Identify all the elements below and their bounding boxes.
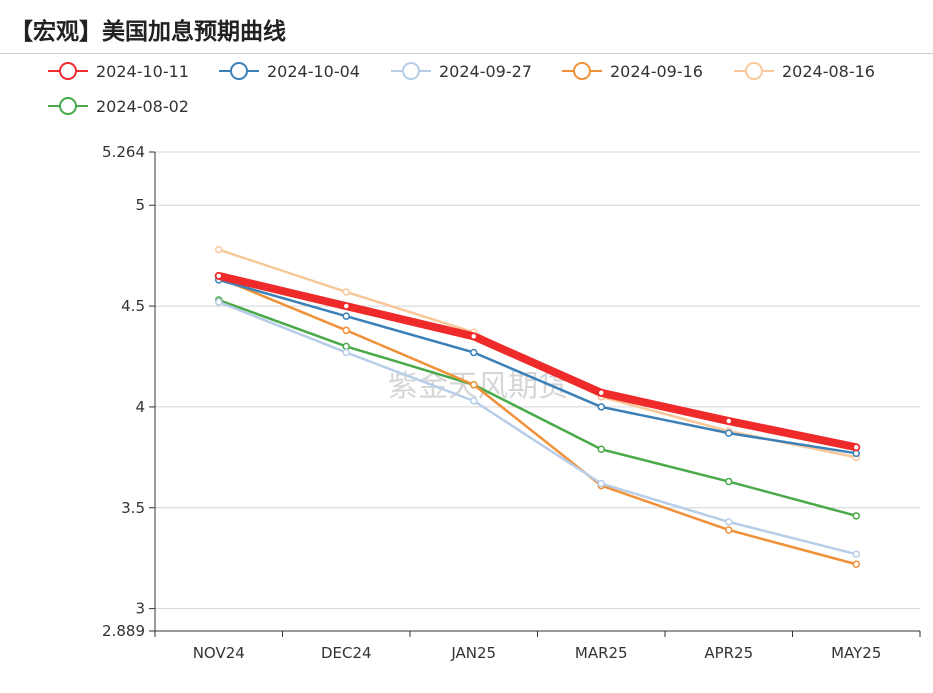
data-point [597, 403, 605, 411]
series-line [217, 278, 858, 455]
legend-item[interactable]: 2024-10-04 [219, 62, 360, 81]
y-tick-label: 4.5 [121, 297, 145, 315]
legend-item[interactable]: 2024-08-02 [48, 97, 189, 116]
data-point [725, 526, 733, 534]
data-point [342, 348, 350, 357]
y-tick-label: 3.5 [121, 499, 145, 517]
data-point [470, 380, 478, 389]
legend-item[interactable]: 2024-09-27 [391, 62, 532, 81]
data-point [215, 272, 223, 280]
series-2024-08-02 [215, 296, 860, 520]
legend-marker-icon [59, 97, 77, 115]
legend-marker-icon [573, 62, 591, 80]
legend-label: 2024-09-16 [610, 62, 703, 81]
series-line [214, 271, 861, 452]
x-tick-label: NOV24 [193, 644, 245, 662]
legend-marker-icon [59, 62, 77, 80]
data-point [342, 342, 350, 351]
y-tick-label: 4 [135, 398, 145, 416]
x-tick-label: MAR25 [575, 644, 628, 662]
y-tick-label: 5 [135, 196, 145, 214]
x-tick-label: DEC24 [321, 644, 372, 662]
legend[interactable]: 2024-10-11 2024-10-04 2024-09-27 2024-09-16… [48, 62, 875, 116]
data-point [852, 443, 860, 452]
legend-item[interactable]: 2024-09-16 [562, 62, 703, 81]
series-2024-09-27 [215, 298, 860, 558]
data-point [852, 512, 860, 520]
axes: 2.889 3 3.5 4 4.5 5 5.264 NOV24 DEC24 JAN25 MAR25 A… [102, 143, 921, 662]
data-point [597, 389, 605, 397]
data-point [470, 332, 478, 341]
page-title: 【宏观】美国加息预期曲线 [10, 19, 286, 45]
x-tick-label: JAN25 [450, 644, 496, 662]
data-point [725, 518, 733, 526]
data-point [215, 298, 223, 306]
series-line [217, 300, 858, 556]
grid-lines [155, 151, 920, 610]
data-point [597, 445, 605, 454]
data-point [725, 417, 733, 425]
data-point [342, 326, 350, 335]
legend-label: 2024-08-02 [96, 97, 189, 116]
series-2024-10-11 [214, 271, 861, 452]
x-tick-label: MAY25 [831, 644, 881, 662]
series-line [217, 298, 858, 518]
x-tick-label: APR25 [704, 644, 753, 662]
legend-label: 2024-09-27 [439, 62, 532, 81]
legend-marker-icon [745, 62, 763, 80]
data-point [725, 429, 733, 437]
legend-marker-icon [402, 62, 420, 80]
title-divider [0, 53, 933, 54]
data-point [215, 245, 223, 254]
legend-item[interactable]: 2024-10-11 [48, 62, 189, 81]
data-point [852, 560, 860, 568]
legend-label: 2024-10-11 [96, 62, 189, 81]
data-point [342, 312, 350, 320]
data-point [342, 302, 350, 310]
legend-label: 2024-08-16 [782, 62, 875, 81]
data-point [342, 288, 350, 296]
data-point [470, 348, 478, 357]
legend-marker-icon [230, 62, 248, 80]
data-point [725, 477, 733, 486]
y-tick-label: 2.889 [102, 622, 145, 640]
data-point [470, 397, 478, 405]
data-point [852, 550, 860, 558]
series-line [217, 276, 858, 566]
y-tick-label: 5.264 [102, 143, 145, 161]
series-lines [214, 245, 861, 568]
y-tick-label: 3 [135, 600, 145, 618]
legend-label: 2024-10-04 [267, 62, 360, 81]
data-point [597, 479, 605, 488]
series-2024-09-16 [215, 274, 860, 568]
legend-item[interactable]: 2024-08-16 [734, 62, 875, 81]
